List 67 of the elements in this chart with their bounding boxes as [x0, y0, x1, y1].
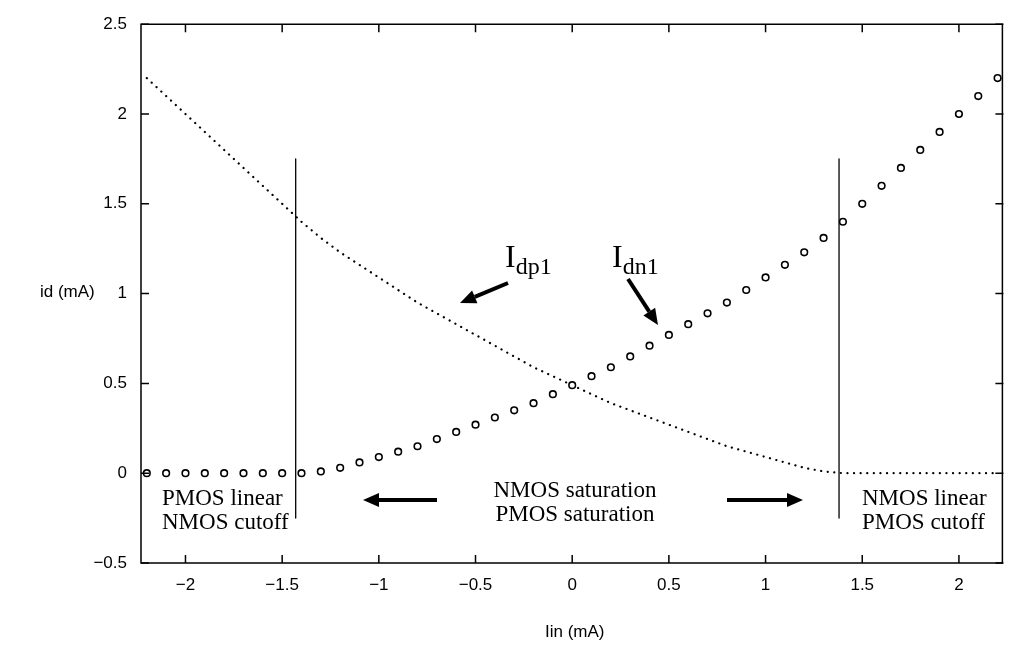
- x-tick-label: −2: [175, 574, 196, 594]
- annotation: NMOS linear PMOS cutoff: [862, 485, 987, 534]
- point: [742, 285, 751, 295]
- point: [935, 127, 944, 137]
- x-tick-label: −1.5: [265, 574, 299, 594]
- point: [838, 217, 848, 226]
- point: [394, 447, 403, 456]
- point: [819, 233, 828, 243]
- point: [858, 199, 867, 208]
- point: [355, 458, 364, 467]
- y-tick-label: 2: [117, 103, 127, 123]
- series-label: I$_{dp1}$: [505, 238, 552, 281]
- point: [780, 260, 789, 269]
- point: [529, 399, 538, 408]
- point: [490, 413, 499, 422]
- x-tick-label: 1: [760, 574, 771, 594]
- y-tick-label: 1: [117, 283, 127, 303]
- x-tick-label: −0.5: [458, 574, 493, 594]
- point: [722, 298, 731, 307]
- x-axis-title: Iin (mA): [545, 622, 605, 642]
- point: [510, 406, 519, 415]
- point: [877, 181, 886, 190]
- point: [703, 309, 712, 318]
- point: [916, 145, 925, 155]
- point: [452, 427, 461, 436]
- point: [606, 363, 615, 372]
- x-tick-label: −1: [369, 574, 389, 594]
- point: [664, 330, 673, 340]
- point: [258, 469, 267, 478]
- point: [993, 73, 1002, 83]
- point: [336, 463, 345, 472]
- y-tick-label: 2.5: [103, 13, 127, 33]
- point: [297, 469, 306, 478]
- point: [239, 469, 248, 478]
- point: [200, 469, 209, 478]
- point: [278, 469, 287, 478]
- point: [684, 320, 693, 329]
- point: [413, 442, 422, 451]
- y-tick-label: 1.5: [103, 193, 127, 213]
- series-label: I$_{dn1}$: [612, 238, 659, 281]
- point: [761, 273, 770, 282]
- point: [626, 352, 635, 361]
- x-tick-label: 1.5: [850, 574, 875, 594]
- point: [645, 341, 654, 350]
- x-tick-label: 0.5: [657, 574, 681, 594]
- point: [954, 109, 964, 119]
- y-tick-label: 0.5: [103, 373, 127, 393]
- point: [548, 390, 557, 399]
- x-tick-label: 2: [954, 574, 964, 594]
- y-tick-label: 0: [117, 462, 127, 482]
- annotation: NMOS saturation PMOS saturation: [493, 477, 657, 526]
- point: [587, 372, 596, 381]
- point: [162, 469, 171, 478]
- point: [432, 434, 441, 444]
- annotation: PMOS linear NMOS cutoff: [162, 485, 289, 534]
- point: [896, 163, 906, 172]
- y-axis-title: id (mA): [40, 282, 95, 302]
- point: [974, 91, 983, 101]
- point: [316, 467, 325, 476]
- point: [374, 452, 383, 462]
- x-tick-label: 0: [567, 574, 577, 594]
- point: [181, 469, 190, 478]
- point: [800, 248, 809, 257]
- point: [220, 469, 229, 478]
- y-tick-label: −0.5: [93, 552, 127, 572]
- point: [471, 420, 480, 429]
- point: [568, 381, 577, 390]
